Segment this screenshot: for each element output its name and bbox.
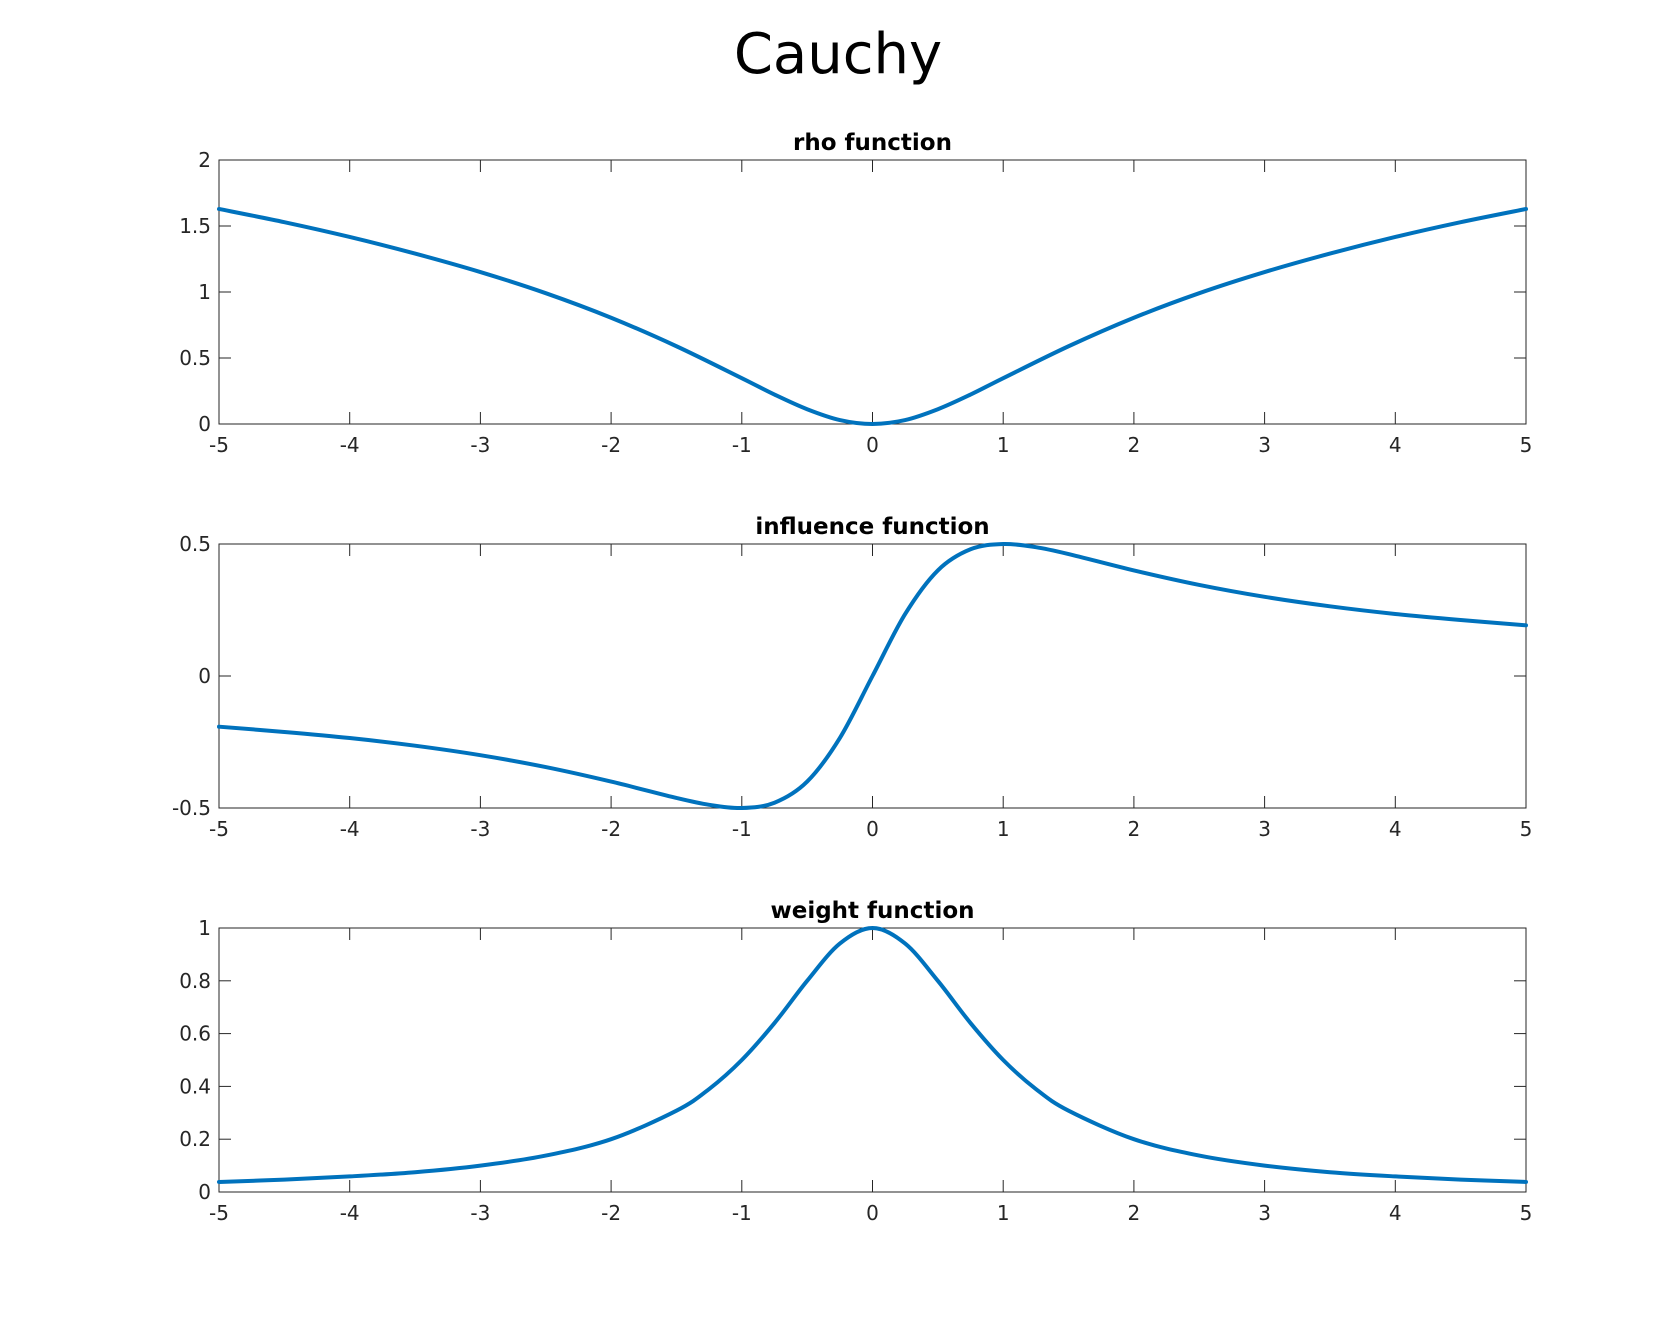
axes-box [218, 159, 1527, 425]
y-tick-label: -0.5 [172, 796, 211, 820]
x-tick-label: 5 [1520, 817, 1533, 841]
x-tick-label: -1 [732, 817, 752, 841]
x-tick-label: -2 [601, 1201, 621, 1225]
x-tick-label: 4 [1389, 1201, 1402, 1225]
y-tick-label: 2 [198, 148, 211, 172]
subplot-2: influence function -5 -4 -3 -2 -1 0 1 2 3 4 5 -0.5 0 0… [172, 514, 1532, 841]
x-tick-label: -4 [340, 1201, 360, 1225]
subplot-title: influence function [755, 514, 989, 540]
y-tick-label: 0.5 [179, 532, 211, 556]
x-tick-label: -3 [470, 1201, 490, 1225]
x-tick-label: 2 [1128, 433, 1141, 457]
y-tick-label: 0 [198, 1180, 211, 1204]
x-tick-label: 4 [1389, 817, 1402, 841]
x-tick-label: 0 [866, 817, 879, 841]
axes-box [218, 927, 1527, 1193]
y-tick-label: 1.5 [179, 214, 211, 238]
series-line [217, 206, 1528, 426]
x-tick-label: -2 [601, 433, 621, 457]
figure-title: Cauchy [733, 22, 943, 87]
y-tick-label: 0 [198, 412, 211, 436]
axes-box [218, 543, 1527, 809]
x-tick-label: -1 [732, 1201, 752, 1225]
y-tick-label: 0.6 [179, 1022, 211, 1046]
y-tick-label: 0.4 [179, 1074, 211, 1098]
x-tick-label: -5 [209, 433, 229, 457]
x-tick-label: 3 [1258, 817, 1271, 841]
series-line [217, 926, 1528, 1184]
x-tick-label: -1 [732, 433, 752, 457]
x-tick-label: -5 [209, 1201, 229, 1225]
x-tick-label: 4 [1389, 433, 1402, 457]
x-tick-label: -4 [340, 433, 360, 457]
x-tick-label: 0 [866, 433, 879, 457]
x-tick-label: 1 [997, 433, 1010, 457]
subplot-title: weight function [770, 898, 974, 924]
x-tick-label: 5 [1520, 433, 1533, 457]
subplot-title: rho function [793, 130, 952, 156]
x-tick-label: 2 [1128, 817, 1141, 841]
x-tick-label: 1 [997, 1201, 1010, 1225]
y-tick-label: 0.5 [179, 346, 211, 370]
x-tick-label: -2 [601, 817, 621, 841]
x-tick-label: 3 [1258, 1201, 1271, 1225]
x-tick-label: 1 [997, 817, 1010, 841]
x-tick-label: 5 [1520, 1201, 1533, 1225]
y-tick-label: 1 [198, 280, 211, 304]
x-tick-label: -4 [340, 817, 360, 841]
x-tick-label: 0 [866, 1201, 879, 1225]
x-tick-label: -5 [209, 817, 229, 841]
y-tick-label: 0.2 [179, 1127, 211, 1151]
y-tick-label: 0.8 [179, 969, 211, 993]
x-tick-label: -3 [470, 817, 490, 841]
x-tick-label: -3 [470, 433, 490, 457]
y-tick-label: 0 [198, 664, 211, 688]
x-tick-label: 2 [1128, 1201, 1141, 1225]
series-line [217, 541, 1528, 811]
y-tick-label: 1 [198, 916, 211, 940]
subplot-3: weight function -5 -4 -3 -2 -1 0 1 2 3 4 5 0 0.2 0.4 0.… [179, 898, 1532, 1225]
subplot-1: rho function -5 -4 -3 -2 -1 0 1 2 3 4 5 0 0.5 1 1.5 2 [179, 130, 1532, 457]
x-tick-label: 3 [1258, 433, 1271, 457]
